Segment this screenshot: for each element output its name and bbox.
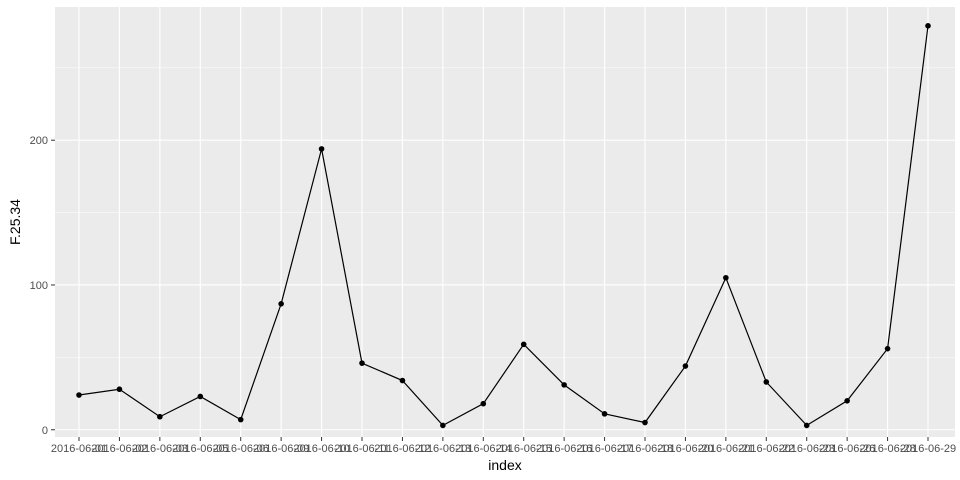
data-point — [803, 422, 810, 429]
plot-panel — [55, 7, 955, 437]
x-tick-label: 2016-06-28 — [859, 443, 915, 455]
x-tick-label: 2016-06-14 — [455, 443, 511, 455]
x-tick-label: 2016-06-10 — [293, 443, 349, 455]
data-point — [157, 413, 163, 420]
x-tick-label: 2016-06-05 — [172, 443, 228, 455]
data-point — [763, 379, 770, 385]
x-tick-label: 2016-06-17 — [576, 443, 632, 455]
x-tick-label: 2016-06-23 — [779, 443, 835, 455]
data-points — [76, 23, 931, 429]
data-point — [237, 416, 244, 423]
x-tick-label: 2016-06-02 — [91, 443, 147, 455]
y-tick-label: 100 — [30, 280, 48, 292]
x-tick-label: 2016-06-12 — [374, 443, 430, 455]
major-grid — [55, 7, 955, 437]
data-point — [682, 363, 689, 369]
x-tick-label: 2016-06-29 — [900, 443, 956, 455]
data-point — [76, 392, 82, 398]
data-point — [116, 386, 123, 393]
x-tick-label: 2016-06-22 — [738, 443, 794, 455]
x-tick-label: 2016-06-01 — [51, 443, 107, 455]
data-point — [925, 23, 931, 29]
data-point — [440, 422, 446, 429]
x-tick-label: 2016-06-21 — [698, 443, 754, 455]
x-tick-label: 2016-06-11 — [334, 443, 389, 455]
x-axis-ticks: 2016-06-012016-06-022016-06-032016-06-05… — [51, 437, 956, 455]
data-point — [278, 301, 284, 307]
x-tick-label: 2016-06-26 — [819, 443, 875, 455]
x-tick-label: 2016-06-06 — [213, 443, 269, 455]
data-point — [844, 398, 850, 404]
minor-grid — [55, 67, 955, 358]
x-tick-label: 2016-06-16 — [536, 443, 592, 455]
series-line — [78, 25, 929, 427]
data-point — [561, 382, 567, 388]
data-point — [642, 419, 648, 426]
y-tick-label: 200 — [30, 135, 48, 147]
data-point — [399, 377, 406, 384]
data-point — [359, 360, 365, 366]
x-tick-label: 2016-06-18 — [617, 443, 673, 455]
data-point — [480, 400, 487, 407]
y-tick-label: 0 — [42, 425, 48, 437]
data-point — [318, 146, 325, 152]
x-tick-label: 2016-06-15 — [496, 443, 552, 455]
data-point — [601, 411, 608, 417]
data-point — [520, 341, 527, 348]
x-axis-title: index — [488, 457, 521, 473]
data-point — [197, 393, 204, 400]
x-tick-label: 2016-06-03 — [132, 443, 188, 455]
y-axis-title: F.25.34 — [7, 199, 23, 245]
x-tick-label: 2016-06-09 — [253, 443, 309, 455]
x-tick-label: 2016-06-13 — [415, 443, 471, 455]
x-tick-label: 2016-06-20 — [657, 443, 713, 455]
data-point — [884, 345, 891, 352]
y-axis-ticks: 0 100 200 — [30, 135, 55, 437]
data-point — [723, 274, 729, 281]
